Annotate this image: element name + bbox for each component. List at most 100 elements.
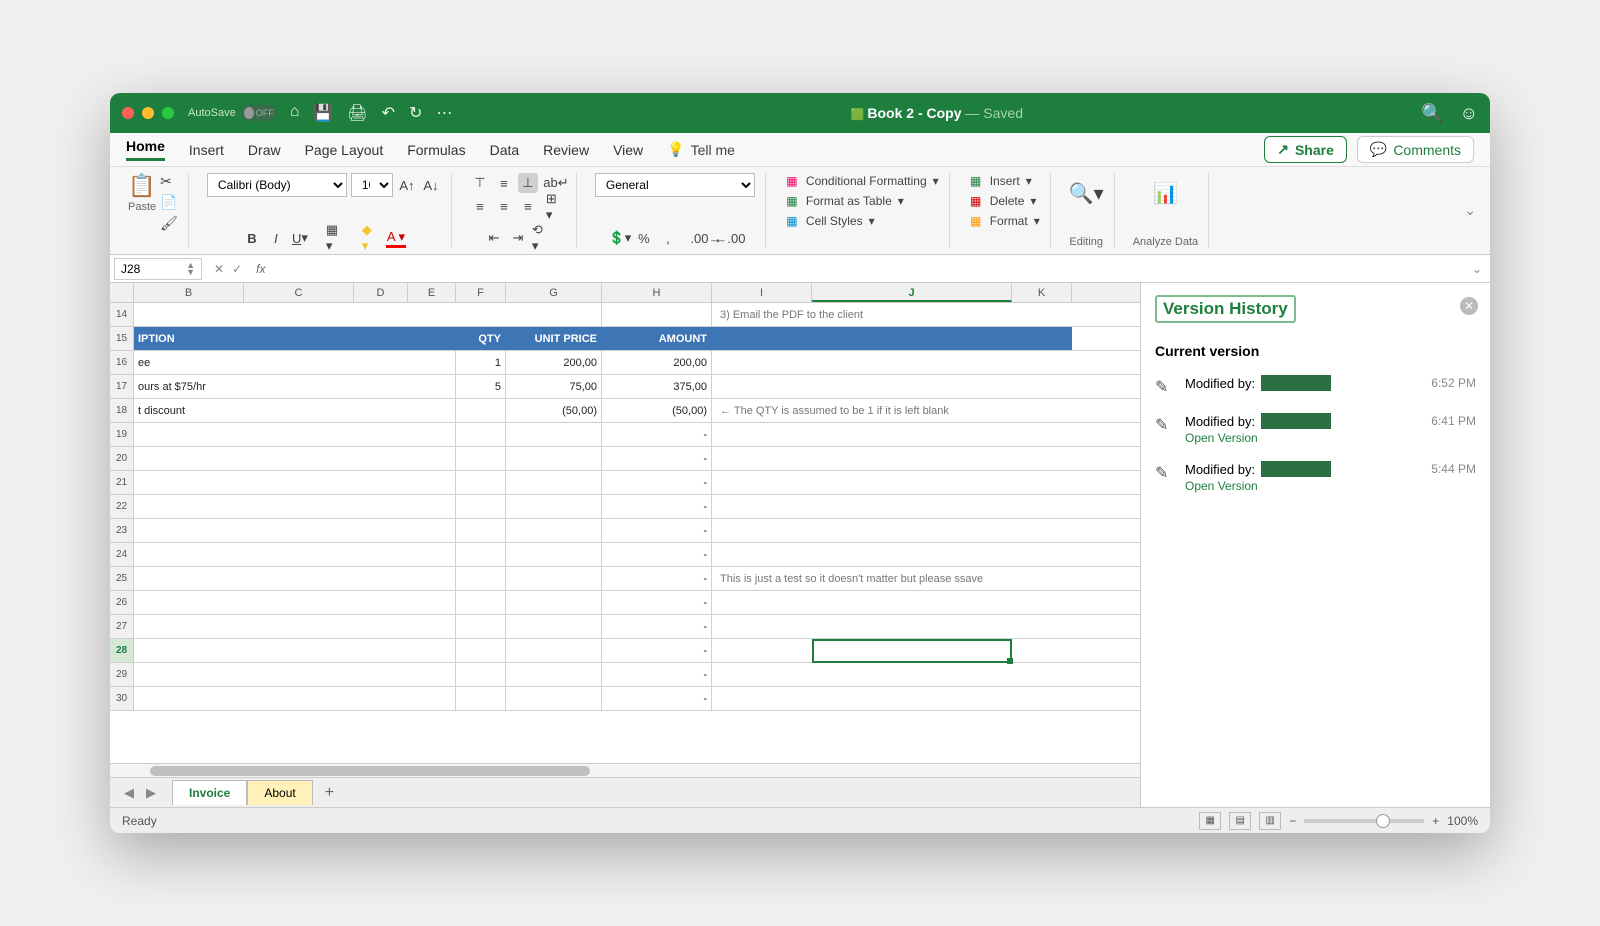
- row-header[interactable]: 24: [110, 543, 134, 566]
- page-break-view-button[interactable]: ▥: [1259, 812, 1281, 830]
- cell[interactable]: [506, 543, 602, 566]
- column-header-I[interactable]: I: [712, 283, 812, 302]
- cell[interactable]: [456, 447, 506, 470]
- sheet-tab-about[interactable]: About: [247, 780, 312, 805]
- row-header[interactable]: 25: [110, 567, 134, 590]
- font-name-select[interactable]: Calibri (Body): [207, 173, 347, 197]
- column-header-H[interactable]: H: [602, 283, 712, 302]
- format-painter-icon[interactable]: 🖌: [160, 215, 178, 232]
- cell[interactable]: [506, 471, 602, 494]
- cell[interactable]: 200,00: [602, 351, 712, 374]
- note-cell[interactable]: [712, 591, 1072, 614]
- tab-view[interactable]: View: [613, 142, 643, 158]
- cell[interactable]: ee: [134, 351, 456, 374]
- row-header[interactable]: 18: [110, 399, 134, 422]
- open-version-link[interactable]: Open Version: [1185, 479, 1476, 493]
- cell[interactable]: [134, 303, 602, 326]
- tab-formulas[interactable]: Formulas: [407, 142, 465, 158]
- bold-button[interactable]: B: [242, 228, 262, 248]
- underline-button[interactable]: U ▾: [290, 228, 310, 248]
- align-left-icon[interactable]: ≡: [470, 196, 490, 216]
- align-top-icon[interactable]: ⊤: [470, 173, 490, 193]
- paste-icon[interactable]: 📋: [128, 173, 156, 199]
- increase-decimal-icon[interactable]: .00→: [696, 228, 716, 248]
- italic-button[interactable]: I: [266, 228, 286, 248]
- comma-icon[interactable]: ,: [658, 228, 678, 248]
- tab-review[interactable]: Review: [543, 142, 589, 158]
- cell[interactable]: [456, 615, 506, 638]
- cell[interactable]: 5: [456, 375, 506, 398]
- increase-font-icon[interactable]: A↑: [397, 175, 417, 195]
- note-cell[interactable]: [712, 519, 1072, 542]
- align-center-icon[interactable]: ≡: [494, 196, 514, 216]
- orientation-icon[interactable]: ⟲ ▾: [532, 228, 552, 248]
- cell[interactable]: UNIT PRICE: [506, 327, 602, 350]
- note-cell[interactable]: [712, 471, 1072, 494]
- cut-icon[interactable]: ✂: [160, 173, 178, 190]
- fill-color-button[interactable]: ◆ ▾: [362, 228, 382, 248]
- accept-formula-icon[interactable]: ✓: [232, 262, 242, 276]
- cell[interactable]: [506, 687, 602, 710]
- column-header-B[interactable]: B: [134, 283, 244, 302]
- cell[interactable]: [456, 423, 506, 446]
- cell[interactable]: [456, 687, 506, 710]
- page-layout-view-button[interactable]: ▤: [1229, 812, 1251, 830]
- cell[interactable]: [456, 471, 506, 494]
- row-header[interactable]: 15: [110, 327, 134, 350]
- row-header[interactable]: 22: [110, 495, 134, 518]
- add-sheet-button[interactable]: +: [313, 784, 346, 802]
- sheet-tab-invoice[interactable]: Invoice: [172, 780, 247, 805]
- row-header[interactable]: 16: [110, 351, 134, 374]
- version-item[interactable]: ✎Modified by:6:41 PMOpen Version: [1155, 413, 1476, 445]
- cell[interactable]: -: [602, 543, 712, 566]
- cell[interactable]: [456, 591, 506, 614]
- cell[interactable]: [134, 423, 456, 446]
- cell[interactable]: [506, 447, 602, 470]
- increase-indent-icon[interactable]: ⇥: [508, 228, 528, 248]
- zoom-out-button[interactable]: −: [1289, 814, 1296, 828]
- formula-input[interactable]: [271, 258, 1463, 280]
- cell[interactable]: -: [602, 663, 712, 686]
- cell[interactable]: QTY: [456, 327, 506, 350]
- cell[interactable]: [506, 663, 602, 686]
- row-header[interactable]: 28: [110, 639, 134, 662]
- share-button[interactable]: ↗Share: [1264, 136, 1347, 163]
- cell[interactable]: 375,00: [602, 375, 712, 398]
- decrease-indent-icon[interactable]: ⇤: [484, 228, 504, 248]
- minimize-window-button[interactable]: [142, 107, 154, 119]
- row-header[interactable]: 19: [110, 423, 134, 446]
- tab-data[interactable]: Data: [490, 142, 520, 158]
- row-header[interactable]: 23: [110, 519, 134, 542]
- note-cell[interactable]: [712, 447, 1072, 470]
- close-window-button[interactable]: [122, 107, 134, 119]
- tab-page-layout[interactable]: Page Layout: [305, 142, 384, 158]
- font-color-button[interactable]: A ▾: [386, 228, 406, 248]
- currency-icon[interactable]: 💲▾: [610, 228, 630, 248]
- name-box[interactable]: J28 ▲▼: [114, 258, 202, 280]
- select-all-corner[interactable]: [110, 283, 134, 302]
- row-header[interactable]: 27: [110, 615, 134, 638]
- cell[interactable]: [134, 471, 456, 494]
- account-icon[interactable]: ☺: [1460, 103, 1478, 124]
- conditional-formatting-button[interactable]: ▦Conditional Formatting ▾: [784, 173, 939, 189]
- cell[interactable]: 200,00: [506, 351, 602, 374]
- cell[interactable]: -: [602, 471, 712, 494]
- cell[interactable]: [506, 495, 602, 518]
- cell[interactable]: -: [602, 591, 712, 614]
- version-item[interactable]: ✎Modified by:6:52 PM: [1155, 375, 1476, 397]
- horizontal-scrollbar[interactable]: [110, 763, 1140, 777]
- note-cell[interactable]: [712, 663, 1072, 686]
- save-icon[interactable]: 💾: [313, 103, 333, 123]
- format-as-table-button[interactable]: ▦Format as Table ▾: [784, 193, 904, 209]
- zoom-slider[interactable]: [1304, 819, 1424, 823]
- note-cell[interactable]: [712, 375, 1072, 398]
- autosave-toggle[interactable]: AutoSave OFF: [188, 105, 276, 121]
- cell[interactable]: [456, 639, 506, 662]
- note-cell[interactable]: This is just a test so it doesn't matter…: [712, 567, 1072, 590]
- cell[interactable]: [134, 495, 456, 518]
- close-panel-icon[interactable]: ✕: [1460, 297, 1478, 315]
- cancel-formula-icon[interactable]: ✕: [214, 262, 224, 276]
- column-header-C[interactable]: C: [244, 283, 354, 302]
- find-icon[interactable]: 🔍▾: [1069, 173, 1104, 213]
- cell[interactable]: ours at $75/hr: [134, 375, 456, 398]
